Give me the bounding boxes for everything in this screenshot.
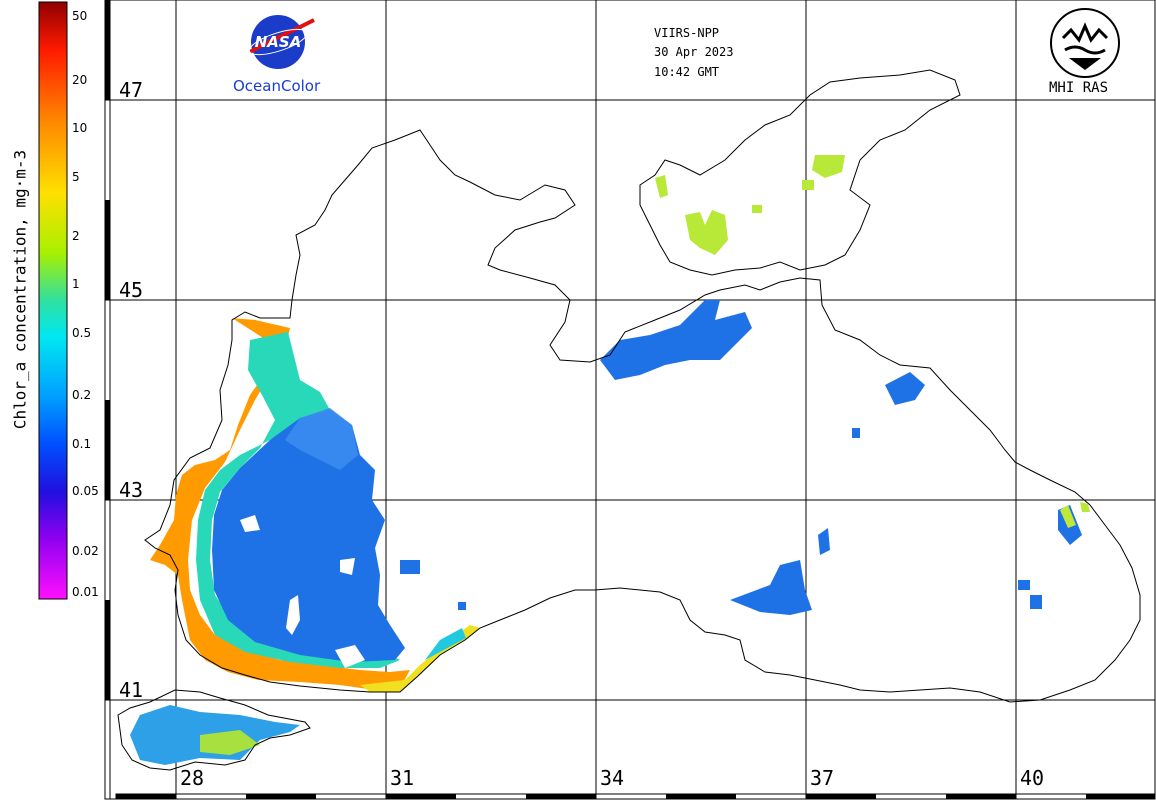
- lon-label-37: 37: [810, 766, 835, 790]
- east-coast-bloom: [1060, 505, 1076, 528]
- lat-label-47: 47: [119, 78, 144, 102]
- nasa-logo: NASA: [248, 15, 315, 69]
- lat-label-45: 45: [119, 278, 144, 302]
- mhi-ras-label: MHI RAS: [1049, 80, 1109, 96]
- colorbar-tick-0.01: 0.01: [72, 585, 99, 599]
- east-patches: [730, 372, 1082, 615]
- western-open-sea-chl-light: [285, 408, 358, 470]
- colorbar-tick-0.2: 0.2: [72, 388, 92, 402]
- colorbar-tick-10: 10: [72, 121, 88, 135]
- crimea-offshore-chl: [600, 300, 752, 380]
- lat-label-43: 43: [119, 478, 144, 502]
- small-patches-south: [400, 560, 466, 610]
- lon-label-40: 40: [1020, 766, 1045, 790]
- lon-label-28: 28: [180, 766, 205, 790]
- southern-coast-cyan: [425, 628, 466, 660]
- sensor-label: VIIRS-NPP: [654, 26, 720, 40]
- oceancolor-label: OceanColor: [233, 77, 321, 95]
- colorbar: [38, 1, 68, 600]
- bottom-scale-ticks: [116, 794, 1155, 799]
- colorbar-tick-50: 50: [72, 9, 88, 23]
- lat-label-41: 41: [119, 678, 144, 702]
- colorbar-tick-0.05: 0.05: [72, 484, 99, 498]
- colorbar-tick-20: 20: [72, 73, 88, 87]
- colorbar-tick-5: 5: [72, 170, 80, 184]
- marmara-bloom: [200, 730, 260, 755]
- coastline: [144, 129, 1141, 703]
- east-coast-bloom2: [1080, 502, 1090, 512]
- colorbar-tick-2: 2: [72, 229, 80, 243]
- azov-chl-patches: [655, 155, 845, 255]
- date-label: 30 Apr 2023: [654, 45, 734, 59]
- lon-label-34: 34: [600, 766, 625, 790]
- colorbar-tick-0.5: 0.5: [72, 326, 92, 340]
- time-label: 10:42 GMT: [654, 65, 720, 79]
- colorbar-tick-1: 1: [72, 277, 80, 291]
- colorbar-title: Chlor_a concentration, mg·m-3: [10, 149, 30, 430]
- left-scale-ticks: [105, 0, 110, 700]
- western-open-sea-chl: [212, 410, 405, 662]
- colorbar-tick-0.02: 0.02: [72, 544, 99, 558]
- lon-label-31: 31: [390, 766, 415, 790]
- mhi-logo: [1050, 8, 1120, 78]
- left-scale-bar: [104, 0, 111, 800]
- nasa-logo-text: NASA: [255, 33, 302, 51]
- azov-coastline: [639, 69, 961, 276]
- cloud-gaps-west: [240, 515, 365, 668]
- colorbar-tick-0.1: 0.1: [72, 437, 92, 451]
- western-shelf-mid: [196, 332, 400, 668]
- marmara-coast: [117, 689, 311, 771]
